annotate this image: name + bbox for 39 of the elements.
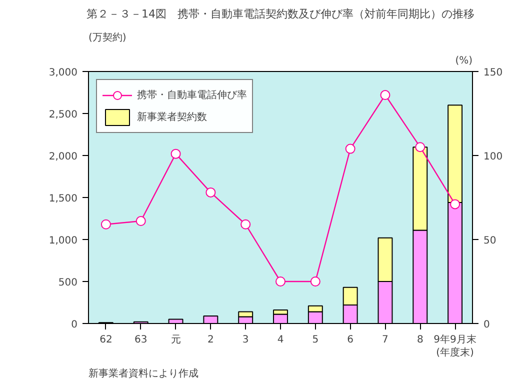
point <box>345 144 356 154</box>
point <box>206 187 216 198</box>
text: 新事業者資料により作成 <box>88 368 198 380</box>
chart-title: 第２－３－14図 携帯・自動車電話契約数及び伸び率（対前年同期比）の推移 <box>86 8 474 20</box>
y2-axis-title: (%) <box>455 56 473 66</box>
x-tick-label: 3 <box>242 334 249 346</box>
y-tick-label: 2,000 <box>48 152 78 162</box>
y2-tick-label: 0 <box>484 320 490 330</box>
point <box>100 219 111 230</box>
point <box>310 276 320 286</box>
point <box>136 216 146 226</box>
x-tick-label: 5 <box>312 334 319 346</box>
y-tick-label: 1,500 <box>48 194 78 204</box>
point <box>380 90 390 100</box>
y-axis-title: (万契約) <box>88 32 126 44</box>
y2-tick-label: 50 <box>484 236 496 246</box>
point <box>415 142 426 152</box>
point <box>450 199 460 210</box>
x-tick-label: 9年9月末 (年度末) <box>434 334 476 359</box>
y-tick-label: 500 <box>58 278 78 288</box>
point <box>240 219 251 230</box>
x-tick-label: 6 <box>347 334 354 346</box>
y-tick-label: 2,500 <box>48 110 78 120</box>
x-tick-label: 8 <box>416 334 424 346</box>
x-tick-label: 62 <box>100 334 112 346</box>
x-tick-label: 元 <box>170 334 181 346</box>
point <box>276 276 286 286</box>
y-tick-label: 1,000 <box>48 236 78 246</box>
x-tick-label: 63 <box>134 334 148 346</box>
legend-label: 新事業者契約数 <box>137 110 207 124</box>
legend-label: 携帯・自動車電話伸び率 <box>137 88 247 102</box>
y2-tick-label: 100 <box>484 152 503 162</box>
y2-tick-label: 150 <box>484 68 503 78</box>
x-tick-label: 4 <box>277 334 284 346</box>
y-tick-label: 0 <box>71 320 78 330</box>
y-tick-label: 3,000 <box>48 68 78 78</box>
x-tick-label: 7 <box>382 334 388 346</box>
point <box>170 148 181 159</box>
x-tick-label: 2 <box>208 334 214 346</box>
